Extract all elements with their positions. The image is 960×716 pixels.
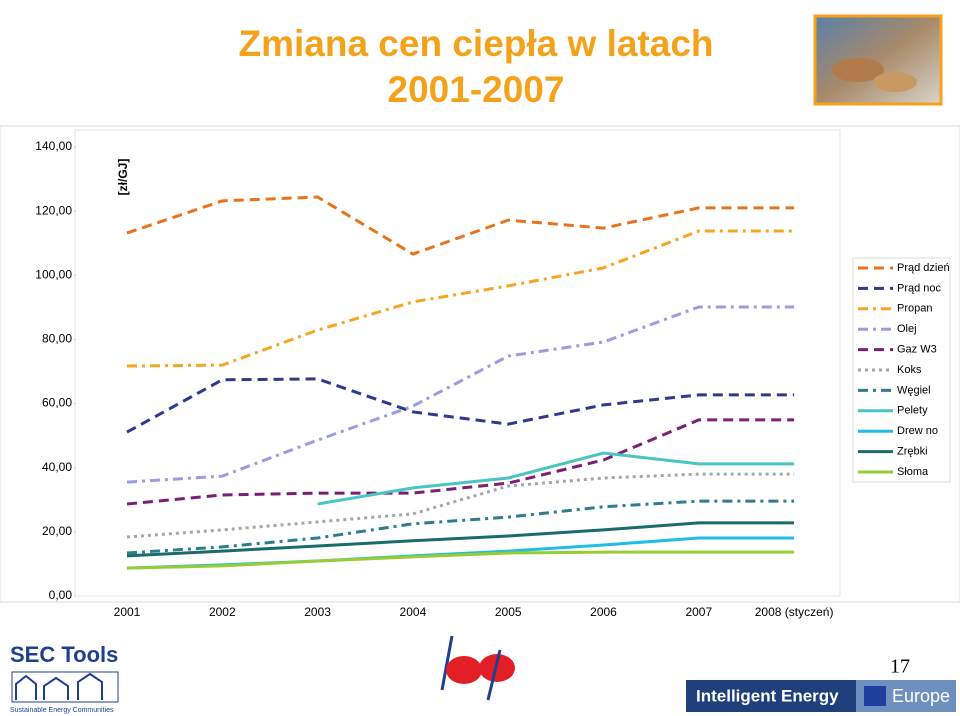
program: Intelligent Energy — [696, 686, 839, 705]
x-tick-label: 2007 — [685, 605, 712, 619]
y-tick-label: 140,00 — [35, 139, 72, 153]
y-tick-label: 60,00 — [42, 396, 72, 410]
x-tick-label: 2002 — [209, 605, 236, 619]
page-number: 17 — [890, 656, 910, 678]
coin — [873, 72, 917, 92]
y-axis-label: [zł/GJ] — [116, 159, 130, 196]
legend-label: Słoma — [897, 466, 929, 478]
y-tick-label: 40,00 — [42, 460, 72, 474]
photo — [813, 14, 943, 106]
logo — [446, 656, 482, 684]
series-line — [126, 229, 795, 368]
legend-label: Gaz W3 — [897, 344, 937, 356]
series-line — [126, 521, 795, 558]
x-tick-label: 2004 — [400, 605, 427, 619]
houses — [11, 671, 119, 703]
series-line — [126, 305, 795, 484]
legend-label: Prąd noc — [897, 282, 942, 294]
x-tick-label: 2006 — [590, 605, 617, 619]
y-tick-label: 100,00 — [35, 267, 72, 281]
series-line — [317, 451, 795, 506]
legend-label: Węgiel — [897, 384, 931, 396]
x-tick-label: 2005 — [495, 605, 522, 619]
brand-sub: Sustainable Energy Communities — [10, 707, 114, 714]
legend-label: Pelety — [897, 405, 928, 417]
legend-label: Prąd dzień — [897, 262, 950, 274]
program-bar — [686, 680, 856, 712]
logo — [440, 635, 454, 691]
y-tick-label: 0,00 — [49, 588, 73, 602]
series-line — [126, 550, 795, 570]
series-line — [126, 377, 795, 434]
y-tick-label: 120,00 — [35, 203, 72, 217]
series-line — [126, 195, 795, 256]
program-region: Europe — [892, 686, 950, 706]
x-tick-label: 2001 — [114, 605, 141, 619]
title: 2001-2007 — [388, 69, 565, 110]
legend-label: Propan — [897, 303, 932, 315]
y-tick-label: 20,00 — [42, 524, 72, 538]
logo — [486, 649, 502, 701]
legend-label: Olej — [897, 323, 917, 335]
legend-label: Zrębki — [897, 446, 928, 458]
legend-label: Drew no — [897, 425, 938, 437]
brand: SEC Tools — [10, 642, 118, 667]
title: Zmiana cen ciepła w latach — [238, 23, 713, 64]
eu-flag — [864, 686, 886, 706]
x-tick-label: 2003 — [304, 605, 331, 619]
x-tick-label: 2008 (styczeń) — [755, 605, 834, 619]
plot-area — [74, 129, 841, 597]
series-line — [126, 472, 795, 539]
legend-label: Koks — [897, 364, 922, 376]
series-line — [126, 418, 795, 506]
legend — [852, 257, 951, 483]
series-line — [126, 499, 795, 555]
coin — [832, 58, 884, 82]
houses — [15, 672, 103, 700]
chart-frame — [0, 125, 960, 603]
y-tick-label: 80,00 — [42, 332, 72, 346]
